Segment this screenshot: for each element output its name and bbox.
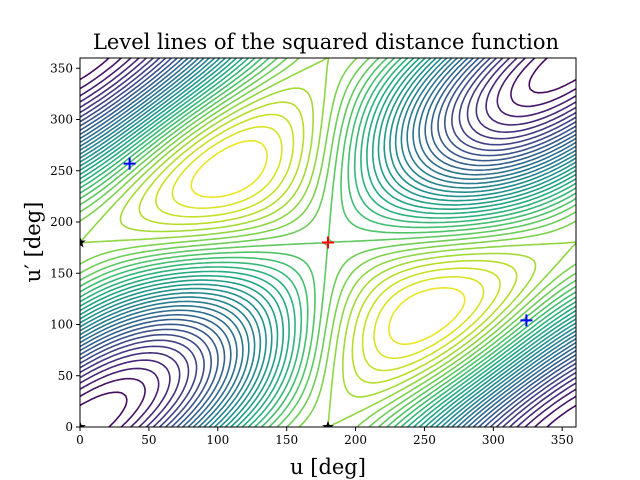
y-axis-ticks: 0 50 100 150 200 250 300 350 bbox=[50, 61, 80, 434]
contour-level-line bbox=[190, 140, 466, 345]
contour-level-line bbox=[80, 58, 576, 427]
y-tick-label: 250 bbox=[50, 164, 73, 178]
contour-level-line bbox=[80, 58, 576, 427]
y-tick-label: 200 bbox=[50, 215, 73, 229]
contour-level-line bbox=[80, 58, 576, 427]
y-axis-label: u′ [deg] bbox=[21, 202, 45, 283]
x-axis-label: u [deg] bbox=[290, 455, 366, 479]
contour-level-line bbox=[119, 87, 537, 398]
saddle-marker bbox=[80, 421, 86, 427]
critical-point-markers bbox=[80, 157, 533, 427]
contour-level-line bbox=[80, 58, 576, 427]
contour-level-line bbox=[171, 125, 485, 360]
chart-title: Level lines of the squared distance func… bbox=[93, 30, 559, 54]
contour-level-line bbox=[80, 58, 576, 427]
contour-level-line bbox=[80, 58, 576, 427]
y-tick-label: 300 bbox=[50, 113, 73, 127]
contour-level-line bbox=[80, 58, 576, 427]
x-tick-label: 300 bbox=[482, 433, 505, 447]
contour-level-line bbox=[80, 58, 576, 427]
contour-level-line bbox=[80, 58, 576, 427]
x-tick-label: 200 bbox=[344, 433, 367, 447]
contour-level-line bbox=[80, 58, 576, 427]
x-tick-label: 150 bbox=[275, 433, 298, 447]
saddle-marker bbox=[80, 236, 86, 248]
minimum-marker bbox=[123, 157, 136, 170]
contour-level-line bbox=[80, 58, 576, 427]
x-tick-label: 100 bbox=[206, 433, 229, 447]
y-tick-label: 50 bbox=[58, 369, 73, 383]
saddle-marker bbox=[322, 421, 334, 427]
contour-level-line bbox=[80, 58, 576, 427]
contour-level-line bbox=[80, 58, 576, 427]
maximum-marker bbox=[322, 236, 334, 249]
contour-level-line bbox=[80, 58, 576, 427]
x-tick-label: 0 bbox=[76, 433, 84, 447]
y-tick-label: 100 bbox=[50, 318, 73, 332]
contour-level-line bbox=[80, 58, 576, 427]
contour-level-line bbox=[138, 101, 518, 384]
x-tick-label: 250 bbox=[413, 433, 436, 447]
y-tick-label: 150 bbox=[50, 266, 73, 280]
y-tick-label: 0 bbox=[65, 420, 73, 434]
contour-level-line bbox=[80, 58, 576, 427]
y-tick-label: 350 bbox=[50, 61, 73, 75]
contour-level-line bbox=[80, 58, 576, 427]
contour-level-line bbox=[80, 58, 576, 427]
x-tick-label: 50 bbox=[141, 433, 156, 447]
minimum-marker bbox=[520, 314, 533, 327]
contour-level-line bbox=[80, 58, 576, 427]
plot-frame bbox=[79, 57, 577, 428]
contour-level-line bbox=[155, 113, 501, 372]
contour-level-line bbox=[80, 58, 576, 427]
contour-level-line bbox=[80, 58, 576, 427]
x-axis-ticks: 0 50 100 150 200 250 300 350 bbox=[76, 427, 574, 447]
contour-level-line bbox=[80, 58, 576, 427]
contour-lines bbox=[80, 58, 576, 427]
x-tick-label: 350 bbox=[551, 433, 574, 447]
